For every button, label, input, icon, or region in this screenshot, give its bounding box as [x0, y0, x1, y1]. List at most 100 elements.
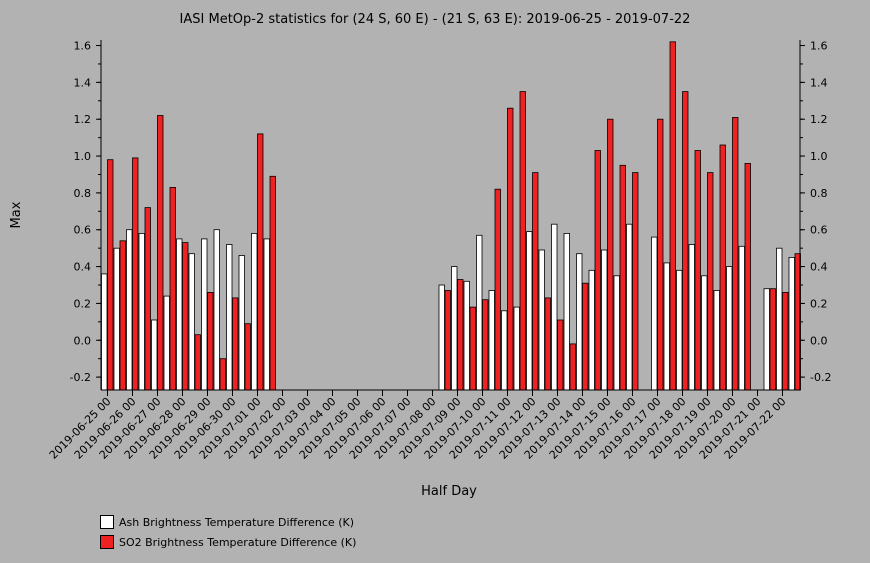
so2-bar [619, 164, 626, 391]
ash-bar [713, 290, 720, 391]
ash-bar [438, 284, 445, 391]
so2-bar [507, 107, 514, 391]
y-tick-label-right: 1.0 [810, 150, 828, 163]
ash-bar [651, 236, 658, 391]
ash-bar [726, 266, 733, 391]
ash-bar [601, 249, 608, 391]
ash-bar [213, 229, 220, 391]
y-tick-label-right: -0.2 [810, 371, 831, 384]
so2-bar [532, 172, 539, 391]
ash-bar [463, 280, 470, 391]
legend: Ash Brightness Temperature Difference (K… [100, 512, 356, 552]
so2-bar [569, 343, 576, 391]
ash-bar [526, 231, 533, 391]
ash-bar [576, 253, 583, 391]
y-tick-label-left: 0.0 [74, 334, 92, 347]
so2-bar [482, 299, 489, 391]
so2-bar [257, 133, 264, 391]
so2-bar [157, 115, 164, 391]
ash-bar [613, 275, 620, 391]
so2-bar [194, 334, 201, 391]
y-tick-label-left: 0.8 [74, 187, 92, 200]
ash-bar [513, 306, 520, 391]
y-tick-label-left: 1.6 [74, 40, 92, 53]
so2-bar [744, 162, 751, 391]
so2-bar [269, 175, 276, 391]
legend-swatch-so2 [100, 535, 114, 549]
y-tick-label-left: 0.4 [74, 261, 92, 274]
so2-bar [632, 172, 639, 391]
ash-bar [263, 238, 270, 391]
ash-bar [763, 288, 770, 391]
y-tick-label-right: 0.2 [810, 297, 828, 310]
so2-bar [207, 291, 214, 391]
so2-bar [707, 172, 714, 391]
chart-title: IASI MetOp-2 statistics for (24 S, 60 E)… [180, 12, 691, 27]
so2-bar [519, 91, 526, 391]
so2-bar [469, 306, 476, 391]
ash-bar [501, 310, 508, 391]
y-tick-label-left: 1.4 [74, 76, 92, 89]
ash-bar [738, 245, 745, 391]
ash-bar [676, 269, 683, 391]
so2-bar [769, 288, 776, 391]
so2-bar [144, 207, 151, 391]
so2-bar [232, 297, 239, 391]
so2-bar [169, 186, 176, 391]
so2-bar [782, 291, 789, 391]
so2-bar [119, 240, 126, 391]
legend-swatch-ash [100, 515, 114, 529]
ash-bar [163, 295, 170, 391]
ash-bar [776, 247, 783, 391]
ash-bar [551, 223, 558, 391]
so2-bar [444, 290, 451, 391]
y-tick-label-left: 1.0 [74, 150, 92, 163]
ash-bar [563, 232, 570, 391]
so2-bar [682, 91, 689, 391]
y-tick-label-right: 0.4 [810, 261, 828, 274]
so2-bar [494, 188, 501, 391]
y-tick-label-left: 0.6 [74, 224, 92, 237]
y-tick-label-left: 1.2 [74, 113, 92, 126]
so2-bar [582, 282, 589, 391]
ash-bar [476, 234, 483, 391]
ash-bar [588, 269, 595, 391]
so2-bar [544, 297, 551, 391]
ash-bar [688, 244, 695, 391]
so2-bar [694, 150, 701, 391]
y-tick-label-right: 0.8 [810, 187, 828, 200]
so2-bar [107, 159, 114, 391]
so2-bar [182, 242, 189, 391]
so2-bar [657, 118, 664, 391]
ash-bar [488, 290, 495, 391]
ash-bar [701, 275, 708, 391]
so2-bar [132, 157, 139, 391]
legend-item-so2: SO2 Brightness Temperature Difference (K… [100, 532, 356, 552]
ash-bar [138, 232, 145, 391]
so2-bar [457, 279, 464, 391]
ash-bar [626, 223, 633, 391]
y-tick-label-right: 1.2 [810, 113, 828, 126]
so2-bar [244, 323, 251, 391]
ash-bar [176, 238, 183, 391]
y-tick-label-left: -0.2 [70, 371, 91, 384]
ash-bar [538, 249, 545, 391]
y-tick-label-right: 0.0 [810, 334, 828, 347]
so2-bar [557, 319, 564, 391]
y-tick-label-right: 0.6 [810, 224, 828, 237]
legend-item-ash: Ash Brightness Temperature Difference (K… [100, 512, 356, 532]
legend-label-ash: Ash Brightness Temperature Difference (K… [119, 515, 354, 529]
so2-bar [594, 150, 601, 391]
ash-bar [201, 238, 208, 391]
so2-bar [607, 118, 614, 391]
ash-bar [788, 256, 795, 391]
ash-bar [238, 255, 245, 391]
so2-bar [219, 358, 226, 391]
ash-bar [151, 319, 158, 391]
x-axis-label: Half Day [421, 484, 477, 499]
ash-bar [188, 253, 195, 391]
y-axis-label: Max [9, 201, 24, 228]
ash-bar [126, 229, 133, 391]
y-tick-label-right: 1.4 [810, 76, 828, 89]
